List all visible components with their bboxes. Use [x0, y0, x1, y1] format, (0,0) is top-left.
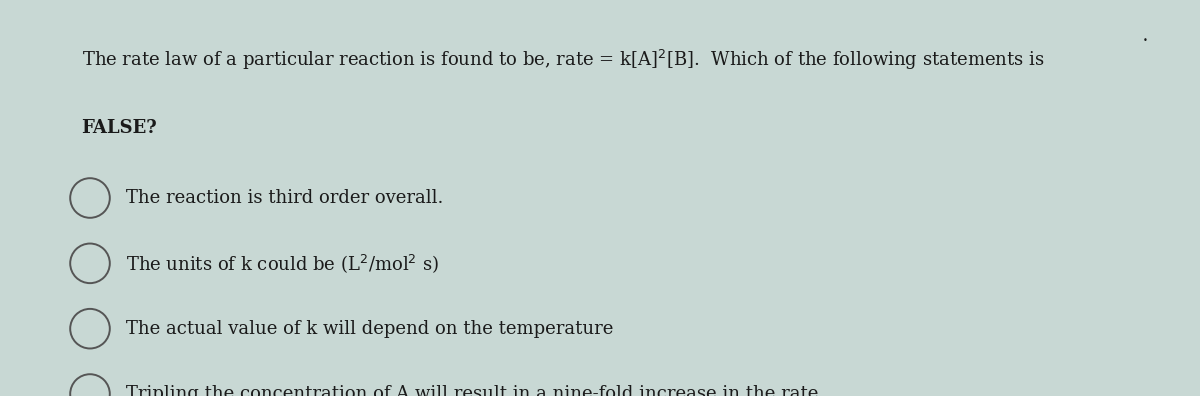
- Text: The rate law of a particular reaction is found to be, rate = k[A]$^{2}$[B].  Whi: The rate law of a particular reaction is…: [82, 48, 1044, 72]
- Text: Tripling the concentration of A will result in a nine-fold increase in the rate: Tripling the concentration of A will res…: [126, 385, 818, 396]
- Text: The units of k could be (L$^{2}$/mol$^{2}$ s): The units of k could be (L$^{2}$/mol$^{2…: [126, 252, 439, 275]
- Text: The reaction is third order overall.: The reaction is third order overall.: [126, 189, 443, 207]
- Text: FALSE?: FALSE?: [82, 119, 157, 137]
- Text: •: •: [1142, 36, 1147, 45]
- Text: The actual value of k will depend on the temperature: The actual value of k will depend on the…: [126, 320, 613, 338]
